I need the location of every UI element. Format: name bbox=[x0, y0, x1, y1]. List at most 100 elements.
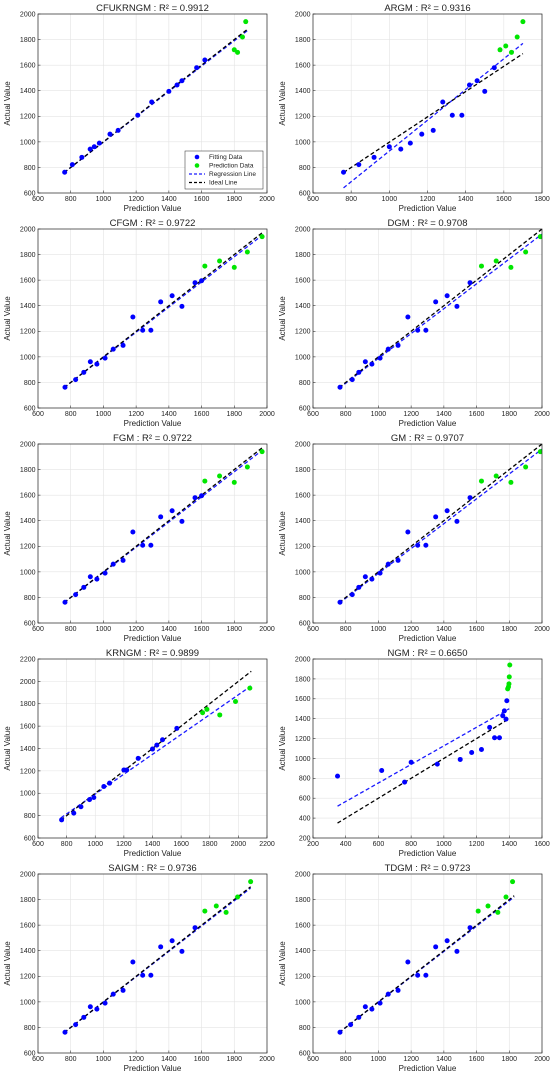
prediction-data-point bbox=[202, 263, 208, 269]
fitting-data-point bbox=[160, 737, 166, 743]
fitting-data-point bbox=[395, 557, 401, 563]
prediction-data-point bbox=[485, 903, 491, 909]
fitting-data-point bbox=[120, 557, 126, 563]
fitting-data-point bbox=[174, 725, 180, 731]
x-axis-label: Prediction Value bbox=[399, 204, 457, 213]
fitting-data-point bbox=[107, 131, 113, 137]
y-tick-label: 1800 bbox=[295, 897, 311, 904]
x-tick-label: 1000 bbox=[96, 411, 112, 418]
fitting-data-point bbox=[430, 127, 436, 133]
prediction-data-point bbox=[202, 908, 208, 914]
chart-title: TDGM : R² = 0.9723 bbox=[385, 863, 471, 874]
fitting-data-point bbox=[148, 327, 154, 333]
prediction-data-point bbox=[244, 464, 250, 470]
fitting-data-point bbox=[503, 716, 509, 722]
y-tick-label: 600 bbox=[299, 190, 311, 197]
chart-panel-5: FGM : R² = 0.9722 600 800 1000 1200 1400 1600 1… bbox=[0, 430, 275, 645]
fitting-data-point bbox=[385, 561, 391, 567]
fitting-data-point bbox=[482, 88, 488, 94]
chart-panel-4: DGM : R² = 0.9708 600 800 1000 1200 1400 1600 1… bbox=[275, 215, 550, 430]
fitting-data-point bbox=[199, 278, 205, 284]
legend-entry: Regression Line bbox=[209, 171, 256, 178]
y-tick-label: 1800 bbox=[295, 676, 311, 683]
prediction-data-point bbox=[514, 34, 520, 40]
fitting-data-point bbox=[62, 384, 68, 390]
fitting-data-point bbox=[78, 804, 84, 810]
chart-panel-6: GM : R² = 0.9707 600 800 1000 1200 1400 1600 18… bbox=[275, 430, 550, 645]
fitting-data-point bbox=[62, 1029, 68, 1035]
prediction-data-point bbox=[503, 894, 509, 900]
fitting-data-point bbox=[69, 162, 75, 168]
fitting-data-point bbox=[487, 724, 493, 730]
fitting-data-point bbox=[192, 925, 198, 931]
plot-area bbox=[313, 659, 542, 838]
y-tick-label: 1400 bbox=[20, 518, 36, 525]
fitting-data-point bbox=[87, 359, 93, 365]
y-tick-label: 1200 bbox=[295, 974, 311, 981]
fitting-data-point bbox=[174, 82, 180, 88]
y-tick-label: 2000 bbox=[20, 441, 36, 448]
fitting-data-point bbox=[124, 767, 130, 773]
x-tick-label: 1400 bbox=[436, 1056, 452, 1063]
y-tick-label: 1000 bbox=[20, 139, 36, 146]
chart-panel-7: KRNGM : R² = 0.9899 600 800 1000 1200 1400 160… bbox=[0, 645, 275, 860]
x-axis-label: Prediction Value bbox=[399, 1064, 457, 1073]
fitting-data-point bbox=[362, 1004, 368, 1010]
x-tick-label: 1800 bbox=[534, 196, 550, 203]
fitting-data-point bbox=[466, 82, 472, 88]
fitting-data-point bbox=[402, 779, 408, 785]
y-tick-label: 600 bbox=[24, 405, 36, 412]
axes-frame bbox=[312, 13, 543, 194]
prediction-data-point bbox=[200, 710, 206, 716]
fitting-data-point bbox=[405, 529, 411, 535]
fitting-data-point bbox=[102, 355, 108, 361]
chart-panel-10: TDGM : R² = 0.9723 600 800 1000 1200 1400 1600… bbox=[275, 860, 550, 1075]
fitting-data-point bbox=[179, 948, 185, 954]
x-tick-label: 1400 bbox=[458, 196, 474, 203]
x-tick-label: 2000 bbox=[259, 1056, 275, 1063]
fitting-data-point bbox=[169, 508, 175, 514]
fitting-data-point bbox=[110, 561, 116, 567]
fitting-data-point bbox=[369, 576, 375, 582]
x-tick-label: 800 bbox=[405, 841, 417, 848]
x-tick-label: 1000 bbox=[436, 841, 452, 848]
fitting-data-point bbox=[369, 361, 375, 367]
y-tick-label: 1800 bbox=[20, 701, 36, 708]
y-tick-label: 1000 bbox=[295, 756, 311, 763]
y-axis-label: Actual Value bbox=[278, 81, 287, 126]
fitting-data-point bbox=[423, 327, 429, 333]
prediction-data-point bbox=[235, 49, 241, 55]
ideal-line bbox=[343, 53, 524, 174]
y-tick-label: 1600 bbox=[295, 923, 311, 930]
x-tick-label: 1200 bbox=[128, 1056, 144, 1063]
data-layer bbox=[59, 670, 253, 823]
fitting-data-point bbox=[130, 529, 136, 535]
fitting-data-point bbox=[59, 817, 65, 823]
chart-title: DGM : R² = 0.9708 bbox=[388, 218, 468, 229]
y-tick-label: 1400 bbox=[295, 948, 311, 955]
fitting-data-point bbox=[337, 599, 343, 605]
prediction-data-point bbox=[202, 478, 208, 484]
fitting-data-point bbox=[377, 570, 383, 576]
y-tick-label: 1200 bbox=[20, 329, 36, 336]
x-tick-label: 1600 bbox=[534, 841, 550, 848]
prediction-data-point bbox=[259, 449, 265, 455]
x-tick-label: 1200 bbox=[403, 626, 419, 633]
fitting-data-point bbox=[405, 314, 411, 320]
fitting-data-point bbox=[140, 327, 146, 333]
fitting-data-point bbox=[457, 756, 463, 762]
fitting-data-point bbox=[73, 377, 79, 383]
y-tick-label: 1400 bbox=[20, 303, 36, 310]
x-tick-label: 2000 bbox=[259, 626, 275, 633]
chart-title: CFUKRNGM : R² = 0.9912 bbox=[96, 3, 209, 14]
fitting-data-point bbox=[371, 154, 377, 160]
y-tick-label: 1200 bbox=[20, 544, 36, 551]
x-tick-label: 1600 bbox=[173, 841, 189, 848]
x-tick-label: 1400 bbox=[161, 196, 177, 203]
x-axis-label: Prediction Value bbox=[124, 204, 182, 213]
prediction-data-point bbox=[503, 43, 509, 49]
fitting-data-point bbox=[135, 755, 141, 761]
y-tick-label: 1800 bbox=[20, 467, 36, 474]
fitting-data-point bbox=[81, 369, 87, 375]
